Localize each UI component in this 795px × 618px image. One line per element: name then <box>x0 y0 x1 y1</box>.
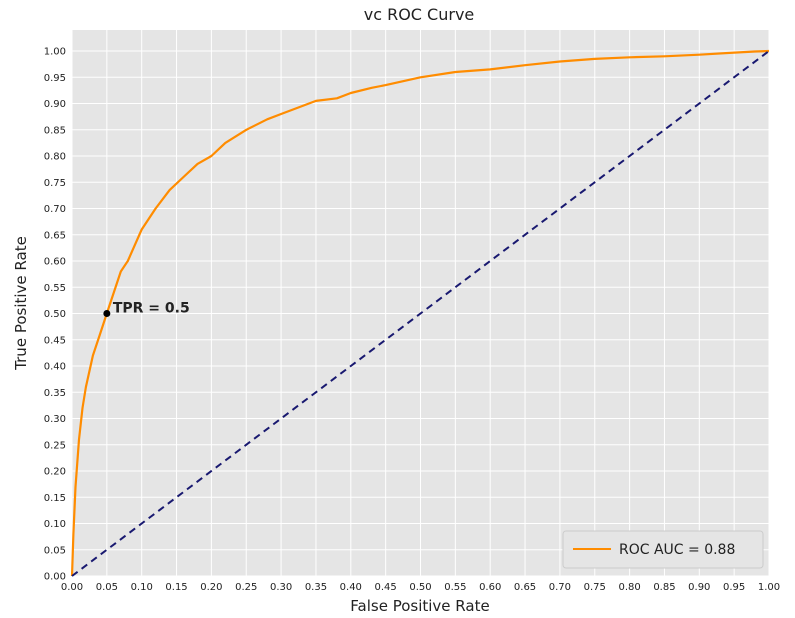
x-tick-label: 0.85 <box>653 582 675 593</box>
y-tick-label: 1.00 <box>44 47 66 58</box>
y-tick-label: 0.70 <box>44 204 66 215</box>
x-tick-label: 0.00 <box>61 582 83 593</box>
tpr-point-marker <box>103 310 111 317</box>
x-tick-label: 0.35 <box>305 582 327 593</box>
x-tick-label: 0.75 <box>584 582 606 593</box>
legend-label-roc: ROC AUC = 0.88 <box>619 542 735 558</box>
y-tick-label: 0.20 <box>44 467 66 478</box>
y-tick-label: 0.95 <box>44 73 66 84</box>
y-tick-label: 0.60 <box>44 257 66 268</box>
x-tick-label: 0.15 <box>165 582 187 593</box>
y-tick-label: 0.65 <box>44 230 66 241</box>
chart-title: vc ROC Curve <box>364 5 475 24</box>
y-tick-label: 0.50 <box>44 309 66 320</box>
y-tick-label: 0.75 <box>44 178 66 189</box>
legend-box <box>562 530 764 569</box>
y-tick-label: 0.45 <box>44 335 66 346</box>
x-tick-label: 0.20 <box>200 582 222 593</box>
x-tick-label: 0.90 <box>688 582 710 593</box>
chance-diagonal-line <box>71 50 770 577</box>
x-tick-label: 0.10 <box>131 582 153 593</box>
x-tick-label: 0.25 <box>235 582 257 593</box>
y-tick-label: 0.30 <box>44 414 66 425</box>
x-tick-label: 0.80 <box>618 582 640 593</box>
y-tick-label: 0.05 <box>44 545 66 556</box>
x-tick-label: 0.95 <box>723 582 745 593</box>
x-axis-title: False Positive Rate <box>350 597 489 615</box>
y-tick-label: 0.25 <box>44 440 66 451</box>
tpr-annotation: TPR = 0.5 <box>113 301 190 317</box>
gridlines <box>71 30 770 577</box>
y-tick-label: 0.10 <box>44 519 66 530</box>
y-tick-label: 0.55 <box>44 283 66 294</box>
x-tick-label: 0.65 <box>514 582 536 593</box>
series-layer <box>70 49 770 577</box>
x-axis-ticks: 0.00 0.05 0.10 0.15 0.20 0.25 0.30 0.35 0.40 0.45… <box>61 582 780 593</box>
y-tick-label: 0.90 <box>44 99 66 110</box>
x-tick-label: 1.00 <box>758 582 780 593</box>
y-tick-label: 0.15 <box>44 493 66 504</box>
y-axis-ticks: 0.00 0.05 0.10 0.15 0.20 0.25 0.30 0.35 0.40 0.45… <box>44 47 66 583</box>
y-tick-label: 0.80 <box>44 152 66 163</box>
x-tick-label: 0.50 <box>409 582 431 593</box>
roc-curve-line <box>70 49 770 577</box>
y-tick-label: 0.40 <box>44 362 66 373</box>
y-tick-label: 0.35 <box>44 388 66 399</box>
y-tick-label: 0.00 <box>44 572 66 583</box>
x-tick-label: 0.40 <box>340 582 362 593</box>
x-tick-label: 0.05 <box>96 582 118 593</box>
x-tick-label: 0.30 <box>270 582 292 593</box>
y-axis-title: True Positive Rate <box>12 236 30 371</box>
x-tick-label: 0.60 <box>479 582 501 593</box>
legend: ROC AUC = 0.88 <box>562 530 764 569</box>
x-tick-label: 0.70 <box>549 582 571 593</box>
y-tick-label: 0.85 <box>44 125 66 136</box>
x-tick-label: 0.45 <box>375 582 397 593</box>
x-tick-label: 0.55 <box>444 582 466 593</box>
